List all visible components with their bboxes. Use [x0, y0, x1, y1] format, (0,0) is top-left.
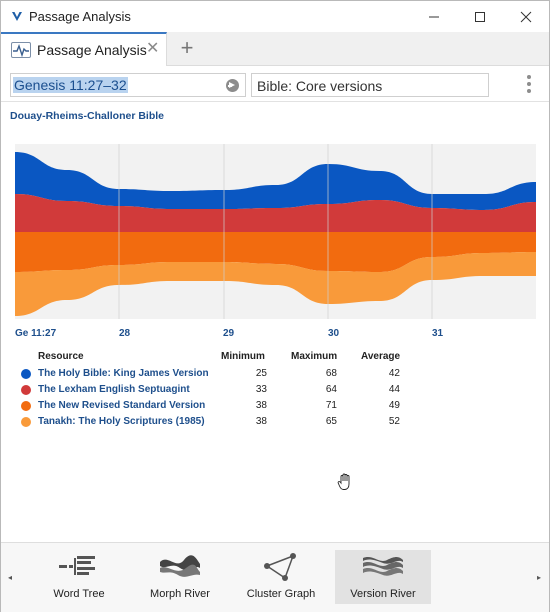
- cluster-graph-icon: [264, 553, 296, 581]
- window-title: Passage Analysis: [29, 9, 131, 24]
- column-header-maximum: Maximum: [291, 351, 338, 362]
- minimum-value: 38: [255, 416, 267, 427]
- viz-label: Cluster Graph: [246, 588, 316, 600]
- resource-link[interactable]: The Lexham English Septuagint: [38, 384, 190, 395]
- series-band-lexham-septuagint: [15, 194, 536, 232]
- x-tick-label[interactable]: 29: [223, 328, 235, 339]
- scroll-right-icon[interactable]: ▸: [537, 573, 542, 582]
- table-row: Tanakh: The Holy Scriptures (1985) 38 65…: [19, 415, 419, 431]
- column-header-resource: Resource: [38, 351, 84, 362]
- series-band-tanakh: [15, 252, 536, 316]
- reference-text: Genesis 11:27–32: [13, 77, 128, 93]
- table-row: The New Revised Standard Version 38 71 4…: [19, 399, 419, 415]
- version-river-chart: [15, 144, 536, 319]
- maximize-button[interactable]: [457, 1, 503, 32]
- scroll-left-icon[interactable]: ◂: [8, 573, 13, 582]
- viz-version-river[interactable]: Version River: [335, 550, 431, 604]
- series-band-nrsv: [15, 232, 536, 272]
- average-value: 49: [388, 400, 400, 411]
- more-options-icon[interactable]: [523, 75, 535, 95]
- viz-label: Word Tree: [53, 588, 105, 600]
- add-tab-button[interactable]: +: [180, 35, 194, 60]
- reference-input[interactable]: Genesis 11:27–32: [10, 73, 246, 97]
- close-window-button[interactable]: [503, 1, 549, 32]
- minimize-icon: [429, 16, 439, 17]
- versions-text: Bible: Core versions: [257, 78, 383, 94]
- tab-strip: Passage Analysis ✕ +: [1, 32, 549, 66]
- toolbar: Genesis 11:27–32 Bible: Core versions: [1, 66, 549, 102]
- close-icon: [520, 11, 532, 22]
- hand-cursor-icon: [337, 473, 350, 490]
- x-tick-label[interactable]: 30: [328, 328, 340, 339]
- column-header-minimum: Minimum: [221, 351, 265, 362]
- table-row: The Holy Bible: King James Version 25 68…: [19, 367, 419, 383]
- version-river-icon: [363, 557, 403, 576]
- maximum-value: 65: [325, 416, 337, 427]
- morph-river-icon: [160, 555, 200, 577]
- maximum-value: 68: [325, 368, 337, 379]
- viz-cluster-graph[interactable]: Cluster Graph: [233, 550, 329, 604]
- visualization-bar: ◂ Word Tree Morph River: [1, 542, 549, 612]
- average-value: 42: [388, 368, 400, 379]
- viz-word-tree[interactable]: Word Tree: [31, 550, 127, 604]
- title-bar: Passage Analysis: [1, 1, 549, 32]
- series-color-dot: [21, 401, 31, 411]
- maximize-icon: [475, 11, 485, 22]
- minimum-value: 25: [255, 368, 267, 379]
- version-river-svg: [15, 144, 536, 319]
- tab-label: Passage Analysis: [37, 42, 147, 58]
- resource-link[interactable]: The New Revised Standard Version: [38, 400, 206, 411]
- viz-morph-river[interactable]: Morph River: [132, 550, 228, 604]
- minimum-value: 33: [255, 384, 267, 395]
- resource-link[interactable]: Tanakh: The Holy Scriptures (1985): [38, 416, 205, 427]
- series-color-dot: [21, 369, 31, 379]
- go-arrow-icon[interactable]: [226, 79, 239, 92]
- minimum-value: 38: [255, 400, 267, 411]
- pulse-icon: [11, 42, 31, 58]
- average-value: 44: [388, 384, 400, 395]
- resource-link[interactable]: The Holy Bible: King James Version: [38, 368, 209, 379]
- x-tick-label[interactable]: 31: [432, 328, 444, 339]
- viz-label: Version River: [350, 588, 416, 600]
- minimize-button[interactable]: [411, 1, 457, 32]
- column-header-average: Average: [361, 351, 401, 362]
- series-band-kjv: [15, 152, 536, 210]
- x-tick-label[interactable]: 28: [119, 328, 131, 339]
- logos-v-icon: [10, 9, 24, 23]
- viz-label: Morph River: [150, 588, 210, 600]
- average-value: 52: [388, 416, 400, 427]
- tab-close-icon[interactable]: ✕: [146, 40, 160, 57]
- word-tree-icon: [59, 556, 95, 575]
- table-row: The Lexham English Septuagint 33 64 44: [19, 383, 419, 399]
- bible-name: Douay-Rheims-Challoner Bible: [10, 110, 165, 122]
- x-tick-label[interactable]: Ge 11:27: [15, 328, 57, 339]
- maximum-value: 71: [325, 400, 337, 411]
- series-color-dot: [21, 385, 31, 395]
- tab-passage-analysis[interactable]: Passage Analysis ✕: [1, 32, 167, 66]
- series-color-dot: [21, 417, 31, 427]
- versions-selector[interactable]: Bible: Core versions: [251, 73, 489, 97]
- maximum-value: 64: [325, 384, 337, 395]
